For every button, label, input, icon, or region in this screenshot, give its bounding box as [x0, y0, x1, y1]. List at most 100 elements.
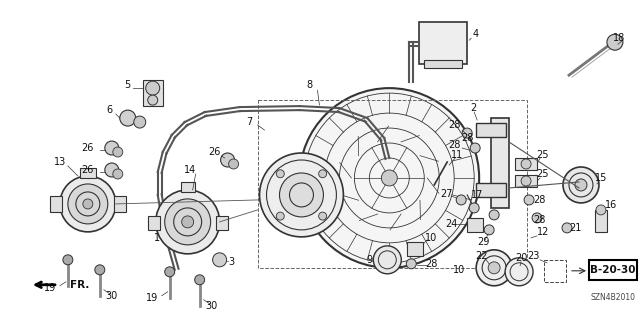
Text: 26: 26	[82, 165, 94, 175]
Bar	[476, 183, 506, 197]
Text: 20: 20	[515, 253, 527, 263]
Bar	[419, 22, 467, 64]
Text: 26: 26	[209, 147, 221, 157]
Text: 22: 22	[475, 251, 488, 261]
Text: B-20-30: B-20-30	[590, 265, 636, 275]
Circle shape	[221, 153, 235, 167]
Bar	[589, 260, 637, 280]
Circle shape	[563, 167, 599, 203]
Text: 21: 21	[569, 223, 581, 233]
Text: 2: 2	[470, 103, 476, 113]
Text: 12: 12	[537, 227, 549, 237]
Bar	[515, 175, 537, 187]
Text: 29: 29	[477, 237, 490, 247]
Bar	[216, 216, 228, 230]
Circle shape	[562, 223, 572, 233]
Circle shape	[146, 81, 160, 95]
Circle shape	[406, 259, 416, 269]
Bar	[467, 218, 483, 232]
Circle shape	[319, 170, 326, 178]
Text: 10: 10	[425, 233, 437, 243]
Text: FR.: FR.	[70, 280, 89, 290]
Circle shape	[164, 267, 175, 277]
Text: 28: 28	[533, 195, 545, 205]
Circle shape	[276, 170, 284, 178]
Text: 25: 25	[536, 169, 548, 179]
Bar	[180, 182, 195, 192]
Circle shape	[60, 176, 116, 232]
Circle shape	[280, 173, 323, 217]
Circle shape	[532, 213, 542, 223]
Circle shape	[68, 184, 108, 224]
Bar	[476, 123, 506, 137]
Bar	[257, 100, 527, 268]
Circle shape	[113, 169, 123, 179]
Circle shape	[381, 170, 397, 186]
Circle shape	[120, 110, 136, 126]
Circle shape	[195, 275, 205, 285]
Text: 28: 28	[448, 140, 460, 150]
Circle shape	[373, 246, 401, 274]
Text: 19: 19	[146, 293, 158, 303]
Circle shape	[484, 225, 494, 235]
Text: 30: 30	[106, 291, 118, 301]
Circle shape	[182, 216, 194, 228]
Text: 17: 17	[471, 190, 483, 200]
Text: 30: 30	[205, 301, 218, 311]
Bar	[114, 196, 126, 212]
Text: 11: 11	[451, 150, 463, 160]
Circle shape	[105, 163, 119, 177]
Circle shape	[470, 143, 480, 153]
Text: 24: 24	[445, 219, 458, 229]
Bar	[148, 216, 160, 230]
Text: 4: 4	[472, 29, 478, 39]
Text: 23: 23	[527, 251, 540, 261]
Bar	[544, 260, 566, 282]
Text: 1: 1	[154, 233, 160, 243]
Circle shape	[575, 179, 587, 191]
Circle shape	[134, 116, 146, 128]
Circle shape	[524, 195, 534, 205]
Text: 5: 5	[125, 80, 131, 90]
Circle shape	[319, 212, 326, 220]
Circle shape	[166, 234, 182, 250]
Circle shape	[521, 176, 531, 186]
Bar	[143, 80, 163, 106]
Circle shape	[276, 212, 284, 220]
Circle shape	[462, 128, 472, 138]
Text: 8: 8	[307, 80, 312, 90]
Circle shape	[83, 199, 93, 209]
Text: 25: 25	[536, 150, 548, 160]
Text: 26: 26	[82, 143, 94, 153]
Circle shape	[63, 255, 73, 265]
Circle shape	[489, 210, 499, 220]
Bar	[515, 158, 537, 170]
Text: SZN4B2010: SZN4B2010	[591, 293, 636, 302]
Text: 14: 14	[184, 165, 196, 175]
Circle shape	[95, 265, 105, 275]
Text: 13: 13	[54, 157, 66, 167]
Circle shape	[488, 262, 500, 274]
Text: 28: 28	[448, 120, 460, 130]
Circle shape	[607, 34, 623, 50]
Text: 10: 10	[453, 265, 465, 275]
Bar	[491, 118, 509, 208]
Bar	[50, 196, 62, 212]
Circle shape	[105, 141, 119, 155]
Circle shape	[164, 199, 211, 245]
Text: 27: 27	[440, 189, 452, 199]
Circle shape	[260, 153, 344, 237]
Text: 9: 9	[366, 255, 372, 265]
Circle shape	[456, 195, 466, 205]
Circle shape	[212, 253, 227, 267]
Circle shape	[469, 203, 479, 213]
Text: 19: 19	[44, 283, 56, 293]
Bar	[407, 242, 423, 256]
Text: 6: 6	[107, 105, 113, 115]
Text: 18: 18	[612, 33, 625, 43]
Bar	[595, 210, 607, 232]
Text: 15: 15	[595, 173, 607, 183]
Circle shape	[148, 95, 157, 105]
Circle shape	[505, 258, 533, 286]
Text: 3: 3	[228, 257, 235, 267]
